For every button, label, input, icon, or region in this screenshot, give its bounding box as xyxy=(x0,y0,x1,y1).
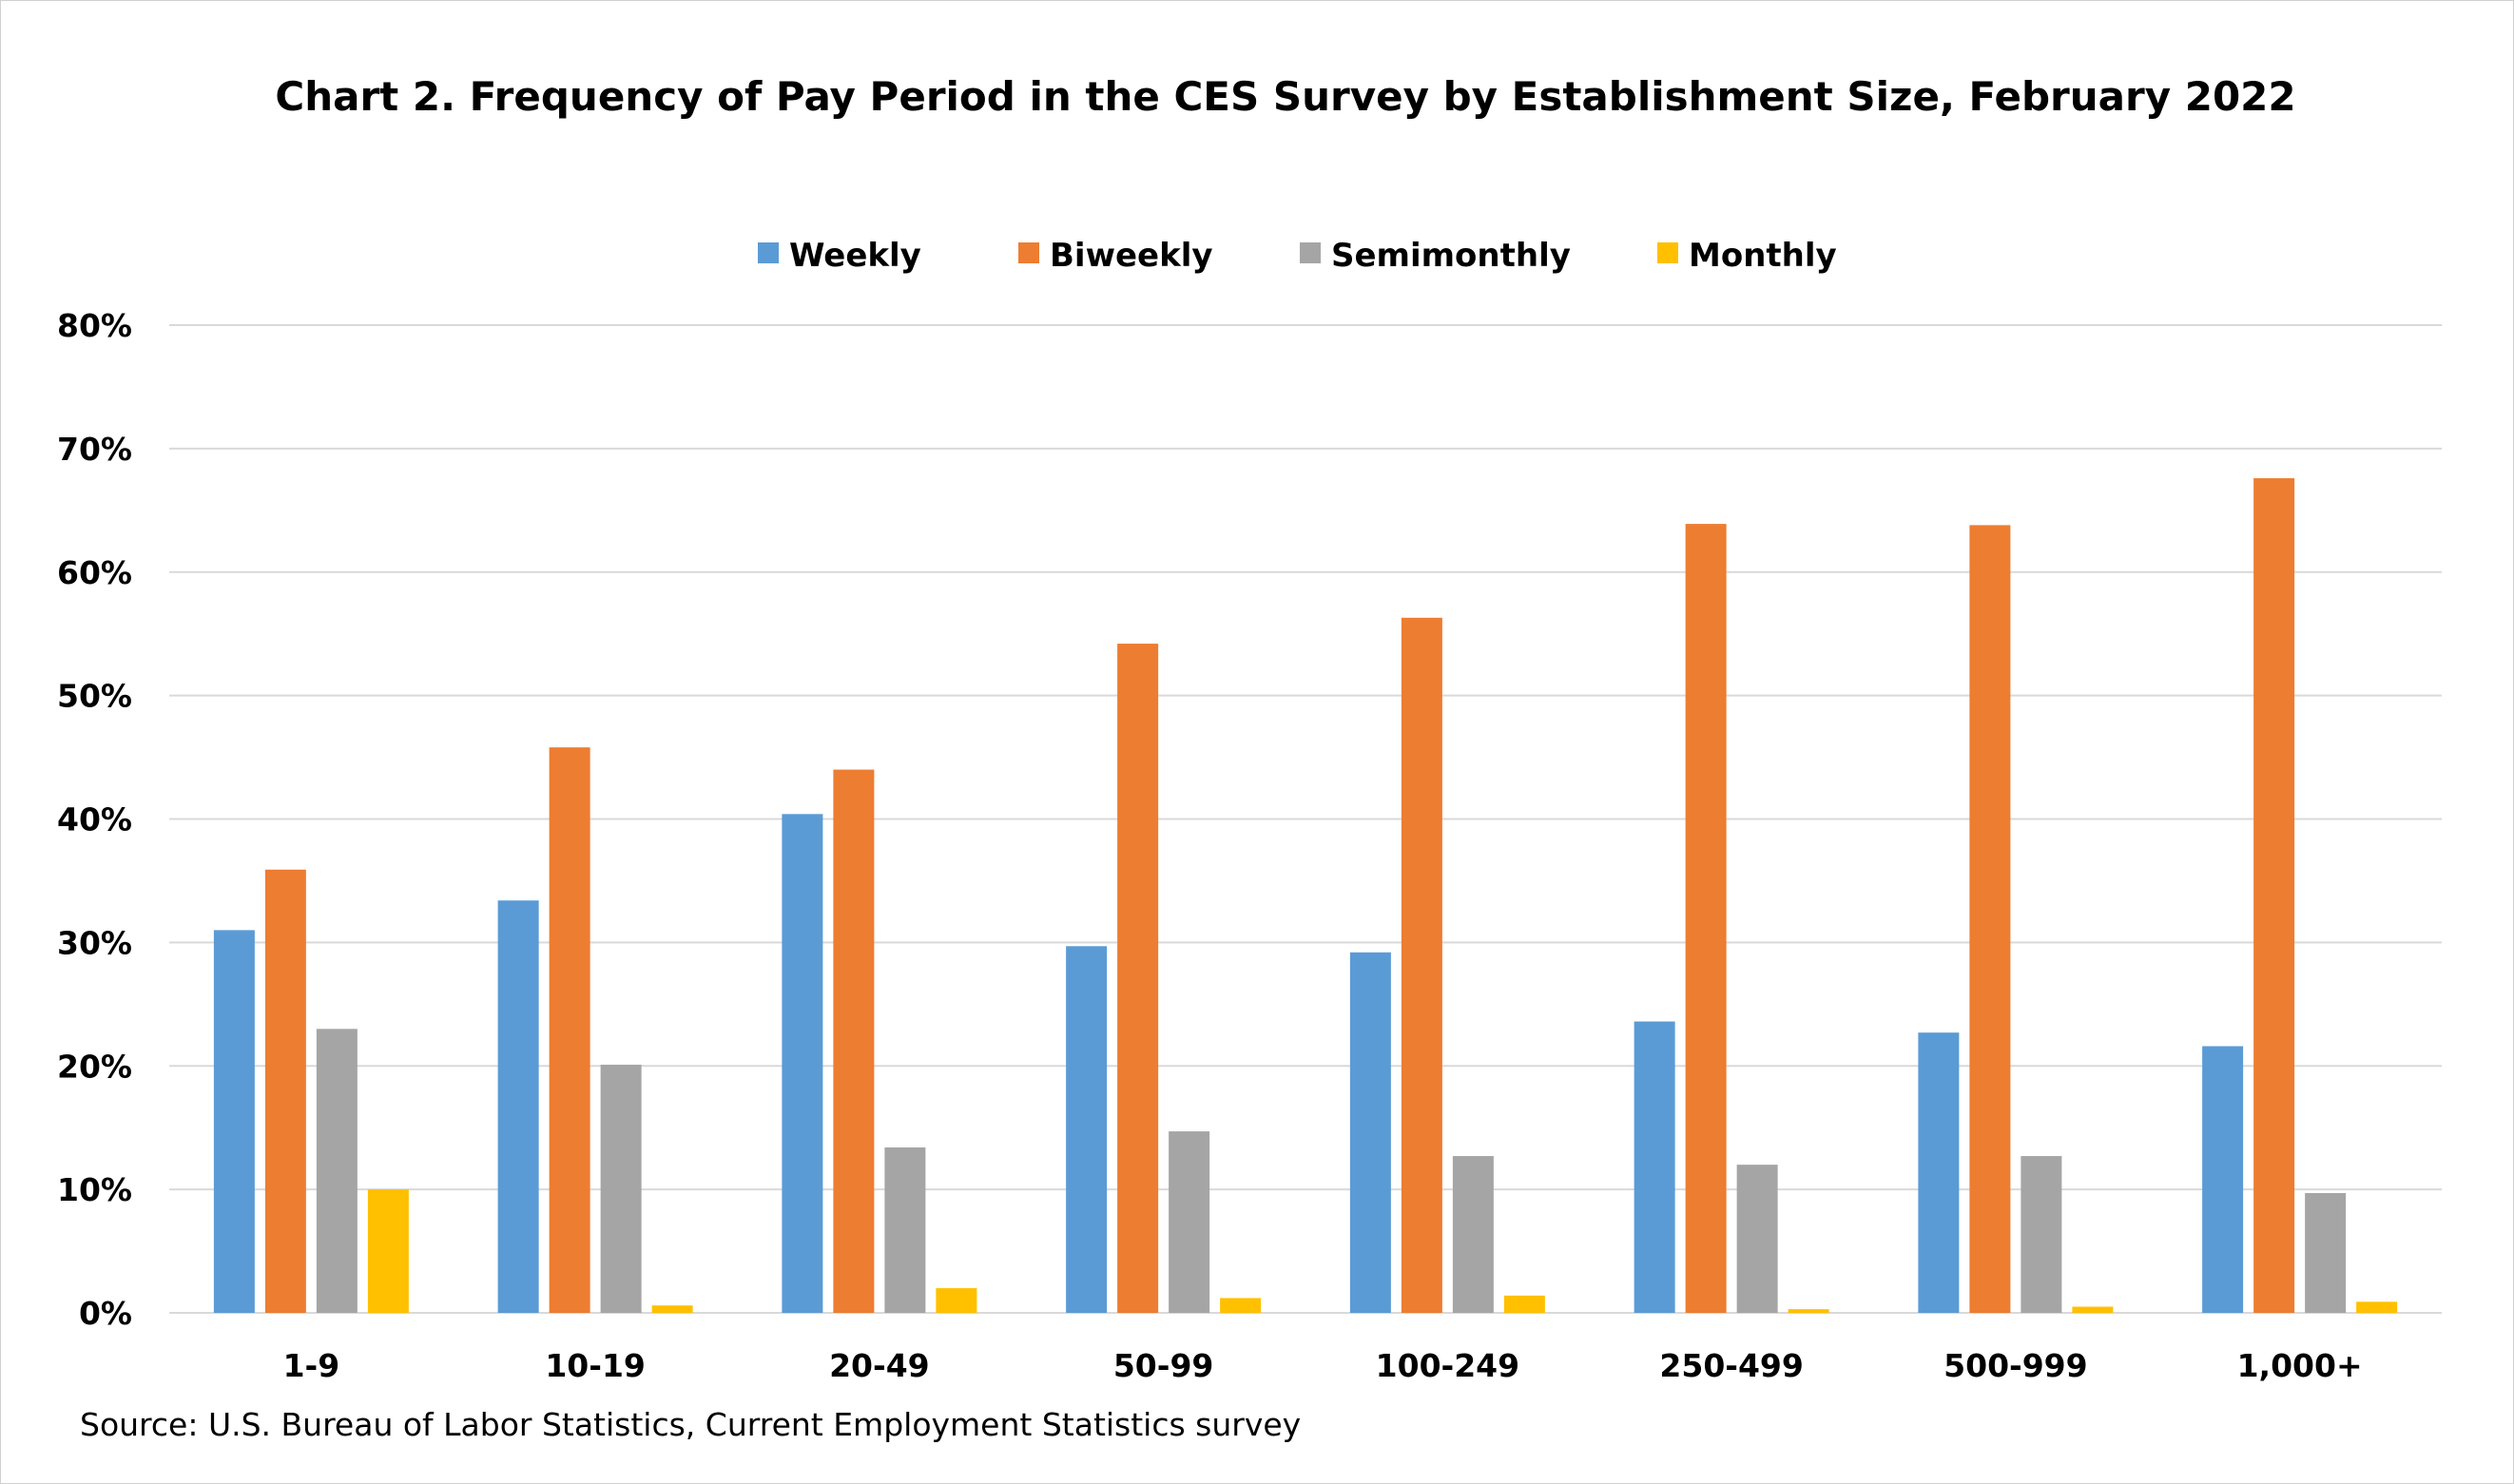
gridlines xyxy=(169,324,2442,1314)
x-tick-label: 100-249 xyxy=(1376,1347,1519,1384)
legend-label-biweekly: Biweekly xyxy=(1050,237,1213,275)
legend-swatch-weekly xyxy=(758,242,779,263)
x-tick-label: 1-9 xyxy=(283,1347,340,1384)
legend: Weekly Biweekly Semimonthly Monthly xyxy=(758,237,1837,275)
bar-weekly-1 xyxy=(213,930,255,1313)
y-tick-label: 10% xyxy=(57,1171,132,1208)
bar-weekly-5 xyxy=(1349,952,1391,1313)
y-tick-label: 80% xyxy=(57,307,132,344)
bar-monthly-4 xyxy=(1220,1298,1262,1313)
bar-monthly-2 xyxy=(651,1305,693,1313)
bar-monthly-1 xyxy=(367,1189,409,1313)
bar-monthly-8 xyxy=(2356,1301,2398,1313)
legend-swatch-semimonthly xyxy=(1300,242,1321,263)
bar-semimonthly-6 xyxy=(1736,1165,1778,1313)
bar-monthly-6 xyxy=(1788,1309,1829,1313)
source-note: Source: U.S. Bureau of Labor Statistics,… xyxy=(80,1406,1301,1443)
bar-weekly-2 xyxy=(497,900,539,1313)
bar-biweekly-4 xyxy=(1117,644,1159,1313)
y-axis-ticks: 0% 10% 20% 30% 40% 50% 60% 70% 80% xyxy=(57,307,132,1332)
bar-biweekly-6 xyxy=(1685,524,1727,1313)
chart-title: Chart 2. Frequency of Pay Period in the … xyxy=(275,73,2295,120)
x-tick-label: 20-49 xyxy=(829,1347,930,1384)
legend-swatch-monthly xyxy=(1657,242,1678,263)
bar-monthly-7 xyxy=(2072,1306,2114,1313)
y-tick-label: 70% xyxy=(57,431,132,468)
legend-label-weekly: Weekly xyxy=(789,237,921,275)
bar-weekly-4 xyxy=(1066,946,1108,1313)
bar-semimonthly-8 xyxy=(2305,1193,2347,1313)
x-tick-label: 50-99 xyxy=(1113,1347,1214,1384)
y-tick-label: 0% xyxy=(79,1295,132,1332)
y-tick-label: 20% xyxy=(57,1048,132,1085)
y-tick-label: 50% xyxy=(57,678,132,715)
x-tick-label: 250-499 xyxy=(1659,1347,1803,1384)
bar-monthly-5 xyxy=(1503,1295,1545,1313)
bar-weekly-8 xyxy=(2202,1046,2244,1313)
bar-weekly-6 xyxy=(1634,1021,1675,1313)
bar-semimonthly-5 xyxy=(1452,1156,1494,1313)
bar-semimonthly-2 xyxy=(600,1064,642,1313)
bar-monthly-3 xyxy=(936,1288,977,1313)
x-tick-label: 1,000+ xyxy=(2237,1347,2363,1384)
bar-semimonthly-1 xyxy=(316,1029,358,1313)
legend-label-monthly: Monthly xyxy=(1689,237,1837,275)
bar-biweekly-2 xyxy=(549,747,590,1313)
bar-biweekly-1 xyxy=(264,869,306,1313)
x-tick-label: 500-999 xyxy=(1944,1347,2087,1384)
legend-swatch-biweekly xyxy=(1018,242,1039,263)
bar-semimonthly-4 xyxy=(1169,1131,1210,1313)
bar-biweekly-7 xyxy=(1969,525,2011,1313)
x-tick-label: 10-19 xyxy=(545,1347,646,1384)
bar-weekly-3 xyxy=(782,814,823,1313)
y-tick-label: 40% xyxy=(57,801,132,838)
legend-label-semimonthly: Semimonthly xyxy=(1331,237,1571,275)
y-tick-label: 30% xyxy=(57,924,132,961)
bar-semimonthly-3 xyxy=(884,1147,926,1313)
bar-semimonthly-7 xyxy=(2021,1156,2062,1313)
bar-biweekly-3 xyxy=(833,769,875,1313)
bar-biweekly-8 xyxy=(2253,478,2295,1313)
y-tick-label: 60% xyxy=(57,554,132,591)
bars xyxy=(213,478,2398,1313)
bar-biweekly-5 xyxy=(1401,617,1442,1313)
bar-weekly-7 xyxy=(1918,1032,1960,1313)
x-axis-ticks: 1-9 10-19 20-49 50-99 100-249 250-499 500-999 1… xyxy=(283,1347,2363,1384)
